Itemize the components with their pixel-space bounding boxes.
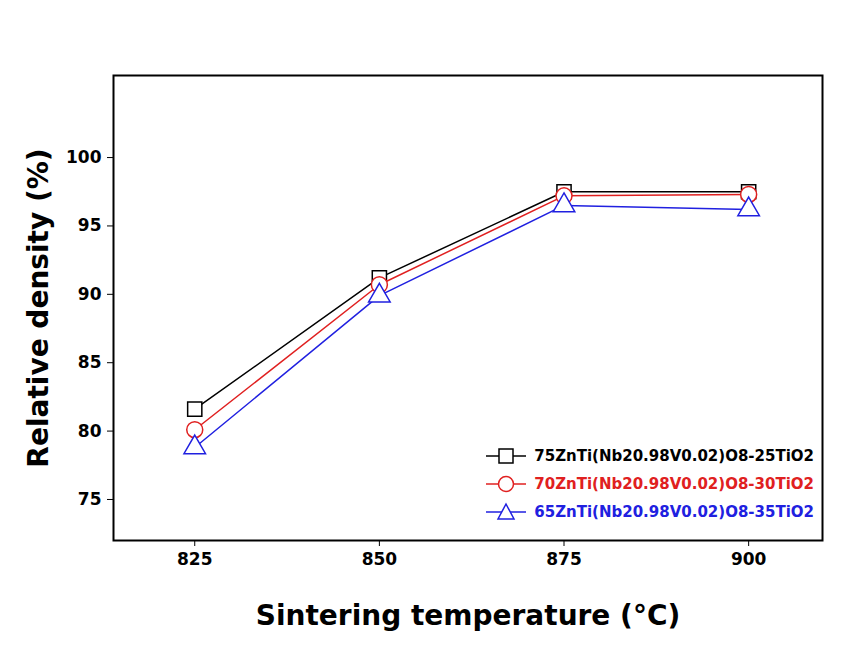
svg-text:85: 85 xyxy=(78,352,102,372)
html-text:Relative density (%): Relative density (%) xyxy=(21,148,55,468)
svg-text:100: 100 xyxy=(66,147,102,167)
html-text:65ZnTi(Nb20.98V0.02)O8-35TiO2: 65ZnTi(Nb20.98V0.02)O8-35TiO2 xyxy=(534,503,814,521)
svg-text:900: 900 xyxy=(731,549,767,569)
svg-text:95: 95 xyxy=(78,215,102,235)
html-text:70ZnTi(Nb20.98V0.02)O8-30TiO2: 70ZnTi(Nb20.98V0.02)O8-30TiO2 xyxy=(534,475,814,493)
svg-text:90: 90 xyxy=(78,284,102,304)
html-text:75ZnTi(Nb20.98V0.02)O8-25TiO2: 75ZnTi(Nb20.98V0.02)O8-25TiO2 xyxy=(534,447,814,465)
svg-text:850: 850 xyxy=(362,549,398,569)
svg-text:875: 875 xyxy=(546,549,582,569)
svg-text:825: 825 xyxy=(177,549,213,569)
svg-text:75: 75 xyxy=(78,489,102,509)
svg-text:80: 80 xyxy=(78,421,102,441)
html-text:Sintering temperature (°C): Sintering temperature (°C) xyxy=(255,598,681,632)
